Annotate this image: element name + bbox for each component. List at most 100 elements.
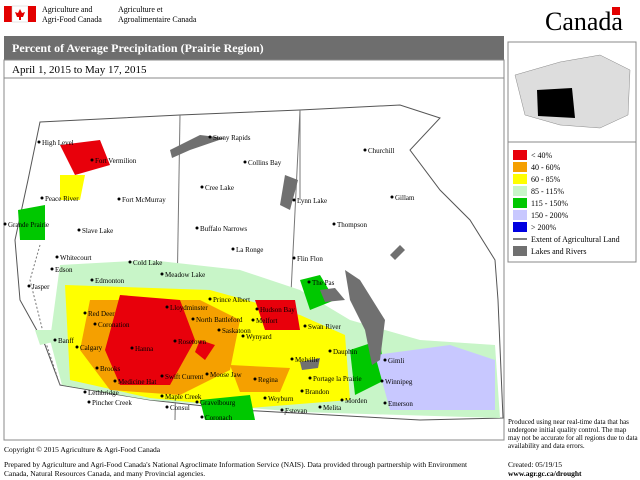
city-dot	[251, 318, 255, 322]
city-dot	[332, 222, 336, 226]
city-dot	[3, 222, 7, 226]
city-label: Fort McMurray	[122, 196, 166, 204]
city-dot	[383, 358, 387, 362]
city-label: Maple Creek	[165, 393, 202, 401]
city-dot	[117, 197, 121, 201]
city-dot	[200, 415, 204, 419]
city-label: Churchill	[368, 147, 394, 155]
city-dot	[165, 305, 169, 309]
city-label: Gimli	[388, 357, 404, 365]
city-label: Pincher Creek	[92, 399, 132, 407]
city-dot	[217, 328, 221, 332]
legend-label: 115 - 150%	[531, 199, 568, 208]
city-dot	[173, 339, 177, 343]
legend-label: 85 - 115%	[531, 187, 564, 196]
city-label: Peace River	[45, 195, 79, 203]
city-dot	[231, 247, 235, 251]
city-label: High Level	[42, 139, 74, 147]
city-dot	[292, 256, 296, 260]
city-label: Hanna	[135, 345, 154, 353]
city-dot	[83, 311, 87, 315]
city-dot	[87, 400, 91, 404]
city-dot	[27, 284, 31, 288]
city-label: Prince Albert	[213, 296, 250, 304]
wordmark: Canada	[545, 7, 623, 36]
city-dot	[308, 376, 312, 380]
city-label: Melfort	[256, 317, 277, 325]
legend-label: > 200%	[531, 223, 557, 232]
city-label: Regina	[258, 376, 279, 384]
city-label: Slave Lake	[82, 227, 113, 235]
legend-label: 150 - 200%	[531, 211, 569, 220]
city-label: The Pas	[312, 279, 335, 287]
city-label: Portage la Prairie	[313, 375, 362, 383]
city-label: Lethbridge	[88, 389, 119, 397]
city-label: Coronach	[205, 414, 233, 422]
copyright: Copyright © 2015 Agriculture & Agri-Food…	[4, 445, 161, 454]
city-label: Melita	[323, 404, 342, 412]
city-label: Meadow Lake	[165, 271, 205, 279]
city-label: Grande Prairie	[8, 221, 49, 229]
city-label: Swift Current	[165, 373, 203, 381]
flag	[4, 5, 36, 23]
legend-swatch	[513, 210, 527, 220]
city-dot	[160, 272, 164, 276]
city-label: Brandon	[305, 388, 330, 396]
city-dot	[307, 280, 311, 284]
footer: Prepared by Agriculture and Agri-Food Ca…	[4, 460, 468, 478]
city-dot	[165, 405, 169, 409]
legend-frame	[507, 141, 637, 263]
city-dot	[40, 196, 44, 200]
city-label: Collins Bay	[248, 159, 282, 167]
legend-label: 60 - 85%	[531, 175, 561, 184]
city-label: Coronation	[98, 321, 130, 329]
city-layer: High Level Fort Vermilion Stony Rapids Chur…	[3, 134, 415, 422]
city-dot	[55, 255, 59, 259]
city-dot	[263, 396, 267, 400]
city-dot	[255, 307, 259, 311]
city-dot	[128, 260, 132, 264]
city-dot	[253, 377, 257, 381]
city-dot	[280, 408, 284, 412]
city-dot	[383, 401, 387, 405]
city-dot	[208, 135, 212, 139]
city-label: Medicine Hat	[118, 378, 156, 386]
city-dot	[300, 389, 304, 393]
legend-label: Lakes and Rivers	[531, 247, 587, 256]
dept-en: Agriculture and	[42, 5, 92, 14]
city-label: Cold Lake	[133, 259, 162, 267]
city-label: Lloydminster	[170, 304, 208, 312]
url: www.agr.gc.ca/drought	[508, 469, 582, 478]
city-label: Rosetown	[178, 338, 207, 346]
city-dot	[303, 324, 307, 328]
city-dot	[243, 160, 247, 164]
dept-en: Agri-Food Canada	[42, 15, 102, 24]
city-dot	[160, 374, 164, 378]
title: Percent of Average Precipitation (Prairi…	[12, 41, 264, 55]
city-label: Melville	[295, 356, 319, 364]
city-label: Hudson Bay	[260, 306, 295, 314]
legend-label: 40 - 60%	[531, 163, 561, 172]
subtitle: April 1, 2015 to May 17, 2015	[12, 64, 147, 76]
city-label: Estevan	[285, 407, 308, 415]
city-dot	[328, 349, 332, 353]
city-label: Brooks	[100, 365, 121, 373]
city-dot	[90, 158, 94, 162]
city-dot	[205, 372, 209, 376]
city-dot	[50, 267, 54, 271]
created: Created: 05/19/15	[508, 460, 562, 469]
city-label: Moose Jaw	[210, 371, 243, 379]
city-dot	[130, 346, 134, 350]
city-label: North Battleford	[196, 316, 243, 324]
dept-fr: Agriculture et	[118, 5, 163, 14]
city-dot	[241, 334, 245, 338]
legend-swatch	[513, 186, 527, 196]
city-label: Red Deer	[88, 310, 115, 318]
city-dot	[208, 297, 212, 301]
city-label: La Ronge	[236, 246, 263, 254]
city-label: Morden	[345, 397, 368, 405]
city-label: Gillam	[395, 194, 415, 202]
legend-swatch	[513, 222, 527, 232]
